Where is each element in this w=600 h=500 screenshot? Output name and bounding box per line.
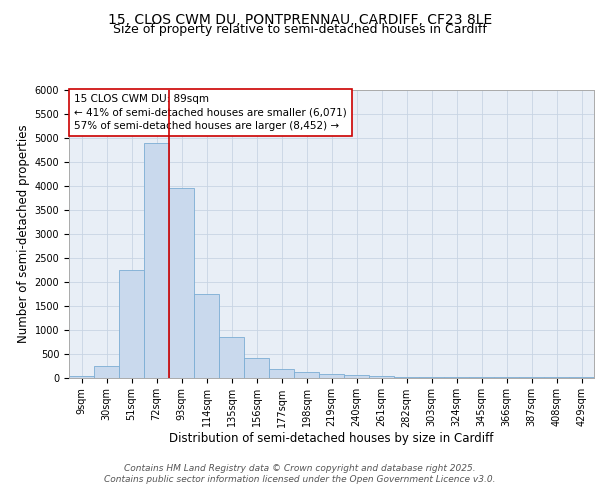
Bar (394, 377, 419, 378)
Bar (294, 372, 319, 378)
X-axis label: Distribution of semi-detached houses by size in Cardiff: Distribution of semi-detached houses by … (169, 432, 494, 445)
Bar (144, 142, 169, 378)
Text: 15, CLOS CWM DU, PONTPRENNAU, CARDIFF, CF23 8LE: 15, CLOS CWM DU, PONTPRENNAU, CARDIFF, C… (108, 12, 492, 26)
Bar (69, 376, 94, 378)
Bar (169, 188, 194, 378)
Text: Size of property relative to semi-detached houses in Cardiff: Size of property relative to semi-detach… (113, 24, 487, 36)
Text: Contains HM Land Registry data © Crown copyright and database right 2025.: Contains HM Land Registry data © Crown c… (124, 464, 476, 473)
Bar (119, 270, 144, 378)
Bar (319, 374, 344, 378)
Bar (219, 337, 244, 378)
Bar (344, 375, 369, 378)
Y-axis label: Number of semi-detached properties: Number of semi-detached properties (17, 124, 31, 343)
Bar (94, 366, 119, 378)
Bar (369, 376, 394, 378)
Bar (244, 358, 269, 378)
Bar (269, 369, 294, 378)
Bar (194, 294, 219, 378)
Text: Contains public sector information licensed under the Open Government Licence v3: Contains public sector information licen… (104, 475, 496, 484)
Text: 15 CLOS CWM DU: 89sqm
← 41% of semi-detached houses are smaller (6,071)
57% of s: 15 CLOS CWM DU: 89sqm ← 41% of semi-deta… (74, 94, 347, 130)
